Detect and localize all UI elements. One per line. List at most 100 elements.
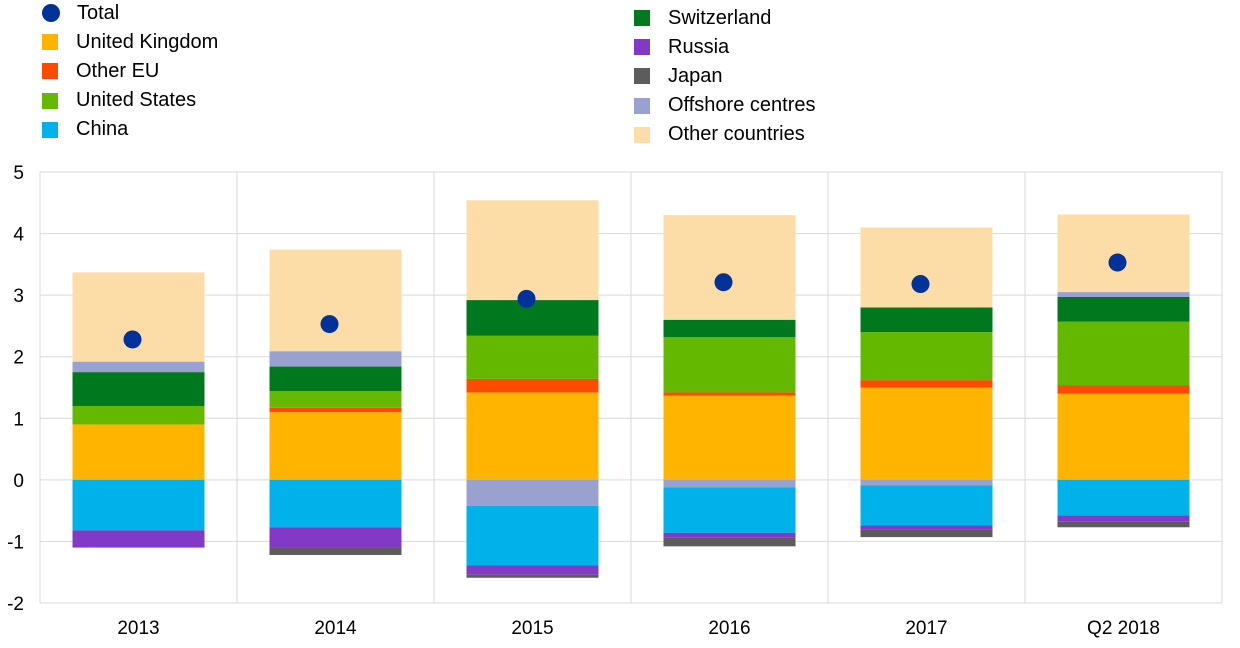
bar-segment-russia [1057, 515, 1190, 522]
bar-segment-united-states [663, 337, 796, 393]
bar-segment-japan [269, 547, 402, 555]
bar-segment-offshore-centres [269, 351, 402, 367]
legend-item: Other EU [42, 59, 159, 83]
chart-legend: Total United Kingdom Other EU United States… [0, 0, 1240, 160]
bar-segment-russia [72, 530, 205, 548]
x-tick-label: 2013 [117, 618, 159, 639]
x-axis: 2013 2014 2015 2016 2017 Q2 2018 [117, 618, 1160, 639]
x-tick-label: Q2 2018 [1087, 618, 1160, 639]
bar-segment-switzerland [663, 319, 796, 338]
bar-segment-offshore-centres [860, 479, 993, 486]
bar-segment-other-countries [72, 272, 205, 362]
total-marker [320, 315, 339, 334]
bar-segment-china [1057, 479, 1190, 516]
bar-segment-russia [663, 532, 796, 538]
bar-segment-other-eu [466, 378, 599, 393]
legend-swatch [634, 10, 650, 26]
bar-segment-japan [466, 574, 599, 578]
legend-swatch [42, 63, 58, 80]
legend-label: Switzerland [668, 6, 772, 29]
bar-segment-united-states [1057, 321, 1190, 386]
legend-label: Russia [668, 35, 730, 58]
bar-segment-united-states [466, 335, 599, 379]
chart-bars [72, 200, 1190, 578]
legend-label: Total [77, 1, 120, 24]
bar-segment-other-eu [1057, 385, 1190, 394]
bar-segment-japan [1057, 521, 1190, 528]
legend-item: Total [42, 1, 119, 25]
bar-segment-switzerland [860, 307, 993, 333]
bar-segment-russia [466, 565, 599, 575]
chart-grid [39, 171, 1223, 604]
y-tick-label: 5 [13, 163, 24, 184]
legend-swatch [42, 4, 60, 22]
legend-item: Japan [634, 64, 723, 88]
bar-segment-united-states [72, 405, 205, 425]
legend-item: Russia [634, 35, 729, 59]
bar-segment-other-countries [466, 200, 599, 301]
bar-segment-united-kingdom [466, 392, 599, 480]
bar-segment-switzerland [72, 372, 205, 406]
y-tick-label: 1 [13, 409, 24, 430]
legend-label: Other EU [76, 59, 160, 82]
bar-segment-japan [860, 529, 993, 538]
legend-label: Japan [668, 64, 723, 87]
legend-swatch [634, 97, 650, 114]
total-marker [911, 275, 930, 294]
x-tick-label: 2016 [708, 618, 750, 639]
bar-segment-switzerland [269, 366, 402, 392]
bar-segment-russia [860, 525, 993, 530]
bar-segment-russia [269, 527, 402, 548]
legend-item: United States [42, 89, 196, 113]
bar-segment-switzerland [1057, 296, 1190, 322]
total-marker [517, 289, 536, 308]
legend-swatch [634, 68, 650, 85]
total-marker [1108, 253, 1127, 272]
bar-segment-united-kingdom [663, 395, 796, 480]
total-marker [714, 273, 733, 292]
bar-segment-united-kingdom [269, 412, 402, 480]
bar-segment-switzerland [466, 300, 599, 336]
bar-segment-united-kingdom [72, 424, 205, 480]
bar-segment-china [663, 487, 796, 533]
y-tick-label: 0 [13, 471, 24, 492]
bar-segment-other-countries [269, 249, 402, 352]
legend-swatch [634, 126, 650, 143]
bar-segment-other-countries [663, 215, 796, 320]
bar-segment-united-states [860, 332, 993, 381]
bar-segment-china [860, 485, 993, 526]
bar-segment-united-kingdom [1057, 393, 1190, 480]
legend-swatch [634, 39, 650, 56]
bar-segment-japan [663, 537, 796, 547]
legend-item: Offshore centres [634, 94, 815, 118]
x-tick-label: 2014 [314, 618, 357, 639]
bar-segment-other-eu [860, 380, 993, 388]
legend-label: Other countries [668, 123, 805, 146]
bar-segment-other-eu [663, 392, 796, 396]
x-tick-label: 2017 [905, 618, 947, 639]
legend-item: China [42, 118, 128, 142]
legend-item: Switzerland [634, 6, 771, 30]
legend-label: United States [76, 89, 197, 112]
legend-swatch [42, 34, 58, 51]
bar-segment-other-countries [860, 227, 993, 308]
legend-item: United Kingdom [42, 30, 218, 54]
legend-label: Offshore centres [668, 94, 816, 117]
legend-swatch [42, 121, 58, 138]
x-tick-label: 2015 [511, 618, 553, 639]
bar-segment-offshore-centres [1057, 292, 1190, 297]
total-marker [123, 330, 142, 349]
bar-segment-offshore-centres [466, 479, 599, 506]
chart-total-markers [123, 253, 1127, 349]
bar-segment-united-kingdom [860, 387, 993, 480]
legend-swatch [42, 92, 58, 109]
bar-segment-offshore-centres [663, 479, 796, 488]
y-tick-label: 4 [13, 225, 24, 246]
bar-segment-china [269, 479, 402, 528]
bar-segment-china [72, 479, 205, 531]
legend-label: China [76, 118, 129, 141]
y-tick-label: -2 [7, 594, 24, 615]
bar-segment-other-countries [1057, 214, 1190, 293]
legend-item: Other countries [634, 123, 805, 147]
